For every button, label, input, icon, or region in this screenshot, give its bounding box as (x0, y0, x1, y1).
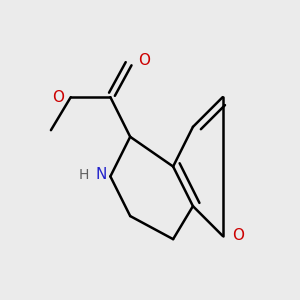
Text: N: N (96, 167, 107, 182)
Text: H: H (79, 168, 89, 182)
Text: O: O (52, 90, 64, 105)
Text: O: O (138, 53, 150, 68)
Text: O: O (232, 228, 244, 243)
